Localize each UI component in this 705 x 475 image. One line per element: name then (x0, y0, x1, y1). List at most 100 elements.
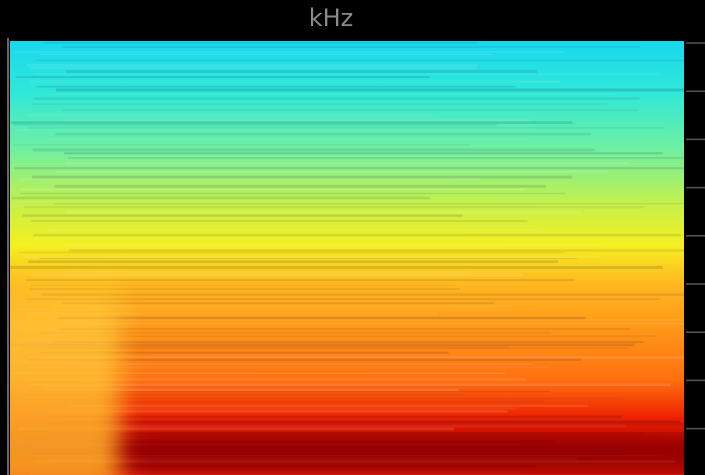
stripe (27, 127, 665, 129)
stripe (46, 229, 547, 232)
stripe (29, 358, 582, 361)
stripe (16, 397, 623, 400)
stripe (42, 432, 646, 434)
onset-region (10, 270, 120, 475)
stripe (36, 85, 516, 88)
stripe (36, 59, 684, 62)
stripe (63, 363, 533, 365)
stripe (19, 394, 465, 396)
stripe (65, 243, 601, 247)
stripe (55, 88, 684, 92)
stripe (65, 470, 522, 474)
stripe (31, 284, 456, 287)
stripe (27, 383, 671, 387)
stripe (23, 206, 644, 209)
stripe (51, 305, 513, 308)
stripe (22, 255, 599, 259)
stripe (13, 123, 497, 126)
stripe (36, 332, 551, 334)
stripe (68, 156, 684, 159)
stripe (29, 288, 461, 291)
stripe (48, 93, 615, 95)
stripe (32, 273, 522, 277)
stripe (32, 175, 573, 179)
stripe (22, 214, 463, 217)
stripe (22, 378, 527, 381)
stripe (19, 192, 566, 195)
stripe (10, 265, 663, 269)
stripe (57, 327, 630, 331)
stripe (65, 70, 538, 73)
stripe (15, 129, 537, 131)
axis-unit-label: kHz (309, 4, 354, 32)
stripe (40, 180, 452, 183)
stripe (39, 351, 449, 354)
stripe (30, 366, 547, 369)
stripe (61, 302, 495, 305)
stripe (52, 224, 536, 227)
stripe (57, 316, 586, 320)
stripe (33, 97, 640, 100)
stripe (30, 245, 506, 248)
stripe (55, 132, 591, 136)
stripe (34, 73, 662, 76)
stripe (62, 109, 639, 112)
stripe (33, 233, 682, 237)
stripe (33, 237, 460, 240)
stripe (49, 410, 508, 413)
stripe (52, 275, 457, 278)
stripe (62, 119, 532, 122)
stripe (14, 167, 684, 170)
stripe (45, 400, 544, 403)
stripe (62, 420, 681, 423)
stripe (14, 144, 471, 146)
stripe (11, 196, 430, 200)
stripe (16, 201, 538, 203)
stripe (63, 152, 663, 155)
stripe (19, 251, 565, 254)
stripe (53, 203, 684, 205)
stripe (68, 249, 684, 252)
stripe (57, 319, 684, 321)
stripe (10, 343, 635, 347)
spectrogram (10, 41, 684, 475)
stripe (58, 435, 660, 437)
stripe (64, 161, 629, 165)
stripe (48, 422, 684, 426)
low-band (130, 438, 684, 468)
stripe (20, 178, 481, 181)
stripe (25, 279, 575, 282)
stripe (28, 356, 684, 359)
stripe (14, 51, 565, 53)
spectrogram-base (10, 41, 684, 475)
stripe (56, 170, 608, 173)
stripe (51, 322, 684, 325)
stripe (14, 308, 534, 311)
stripe (29, 80, 561, 83)
stripe (64, 270, 471, 273)
stripe (11, 121, 573, 124)
stripe (15, 76, 430, 78)
stripe (45, 388, 459, 392)
stripe (32, 148, 595, 152)
stripe (67, 405, 589, 408)
stripe (62, 46, 640, 48)
stripe (53, 341, 644, 343)
stripe (68, 335, 656, 337)
right-ticks (686, 42, 705, 430)
stripe (49, 415, 623, 419)
stripe (20, 188, 524, 191)
stripe (41, 407, 517, 410)
stripe (10, 372, 505, 374)
stripe (54, 184, 547, 188)
stripe (18, 427, 454, 431)
stripe (28, 260, 559, 263)
stripe (25, 114, 434, 116)
stripe (66, 210, 582, 214)
stripe (36, 391, 550, 393)
stripe (29, 312, 438, 315)
stripe (39, 258, 577, 260)
stripe (31, 103, 608, 106)
